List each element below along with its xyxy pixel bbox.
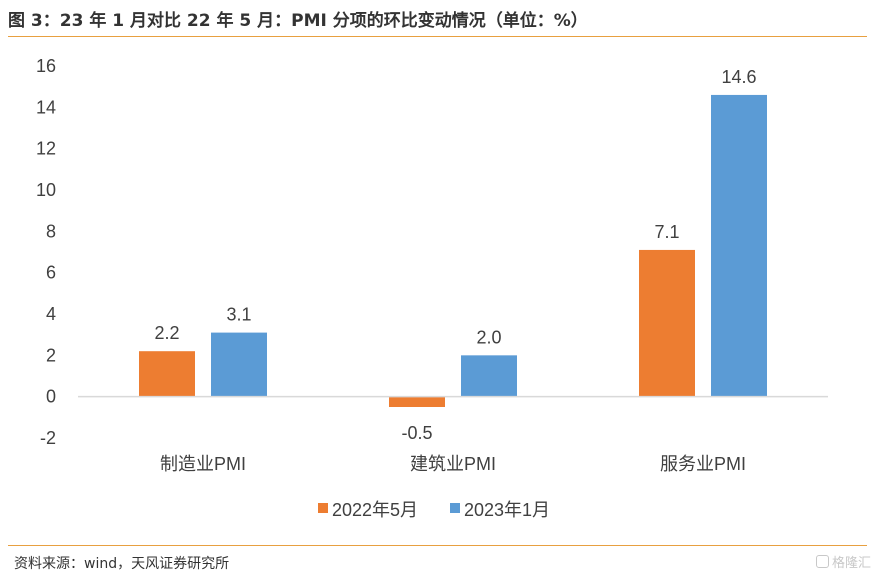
bar-2023-01-2 bbox=[711, 94, 767, 397]
legend-label: 2023年1月 bbox=[464, 500, 550, 520]
bottom-rule bbox=[8, 545, 867, 546]
legend-swatch bbox=[450, 503, 460, 513]
bar-2022-05-2 bbox=[639, 249, 695, 397]
y-tick-label: 2 bbox=[46, 345, 56, 365]
y-tick-label: 4 bbox=[46, 304, 56, 324]
y-tick-label: -2 bbox=[40, 428, 56, 448]
y-tick-label: 10 bbox=[36, 180, 56, 200]
data-label: 7.1 bbox=[654, 222, 679, 242]
data-label: 14.6 bbox=[721, 67, 756, 87]
data-label: 3.1 bbox=[226, 305, 251, 325]
bar-2022-05-0 bbox=[139, 351, 195, 397]
data-label: 2.2 bbox=[154, 323, 179, 343]
source-note: 资料来源：wind，天风证券研究所 bbox=[14, 556, 230, 572]
legend-label: 2022年5月 bbox=[332, 500, 418, 520]
top-rule bbox=[8, 36, 867, 37]
y-tick-label: 6 bbox=[46, 263, 56, 283]
data-label: 2.0 bbox=[476, 327, 501, 347]
watermark-text: 格隆汇 bbox=[831, 556, 871, 571]
chart-title: 图 3：23 年 1 月对比 22 年 5 月：PMI 分项的环比变动情况（单位… bbox=[8, 11, 588, 31]
y-tick-label: 16 bbox=[36, 56, 56, 76]
y-tick-label: 12 bbox=[36, 139, 56, 159]
bar-2022-05-1 bbox=[389, 396, 445, 407]
x-category-label: 服务业PMI bbox=[660, 454, 746, 474]
watermark: 格隆汇 bbox=[815, 552, 871, 571]
legend-swatch bbox=[318, 503, 328, 513]
y-tick-label: 14 bbox=[36, 97, 56, 117]
data-label: -0.5 bbox=[401, 423, 432, 443]
bar-2023-01-0 bbox=[211, 332, 267, 397]
watermark-logo-icon bbox=[815, 555, 829, 568]
y-tick-label: 0 bbox=[46, 387, 56, 407]
x-category-label: 建筑业PMI bbox=[410, 454, 496, 474]
y-tick-label: 8 bbox=[46, 221, 56, 241]
x-category-label: 制造业PMI bbox=[160, 454, 246, 474]
bar-2023-01-1 bbox=[461, 355, 517, 397]
